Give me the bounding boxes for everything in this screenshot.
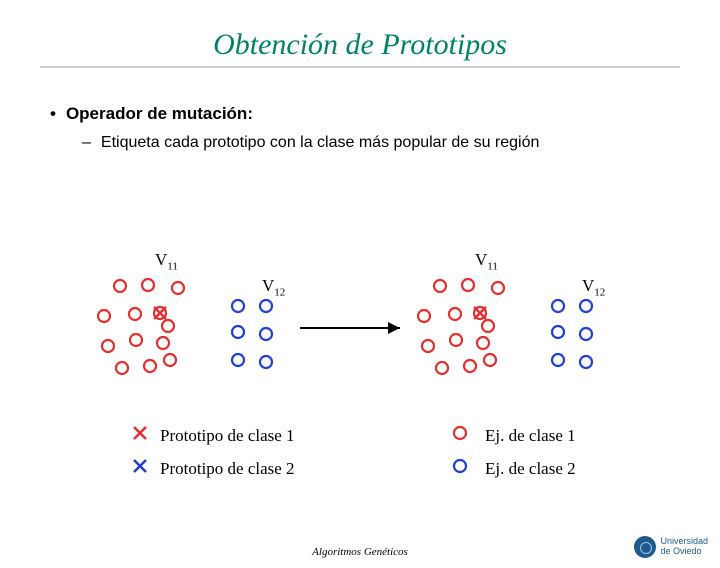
logo-icon	[634, 536, 656, 558]
legend-ej2: Ej. de clase 2	[485, 459, 576, 479]
bullet-main: Operador de mutación:	[50, 104, 720, 124]
university-logo: Universidadde Oviedo	[634, 536, 708, 558]
legend-proto1: Prototipo de clase 1	[160, 426, 295, 446]
footer-text: Algoritmos Genéticos	[0, 546, 720, 558]
diagram-svg	[0, 228, 720, 508]
label-v11-right: V11	[475, 250, 498, 272]
diagram-area: V11 V12 V11 V12 Prototipo de clase 1 Pro…	[0, 228, 720, 568]
page-title: Obtención de Prototipos	[40, 28, 680, 68]
bullet-sub: Etiqueta cada prototipo con la clase más…	[82, 134, 720, 152]
legend-proto2: Prototipo de clase 2	[160, 459, 295, 479]
label-v12-right: V12	[582, 276, 605, 298]
legend-ej1: Ej. de clase 1	[485, 426, 576, 446]
logo-text: Universidadde Oviedo	[660, 537, 708, 557]
label-v11-left: V11	[155, 250, 178, 272]
label-v12-left: V12	[262, 276, 285, 298]
